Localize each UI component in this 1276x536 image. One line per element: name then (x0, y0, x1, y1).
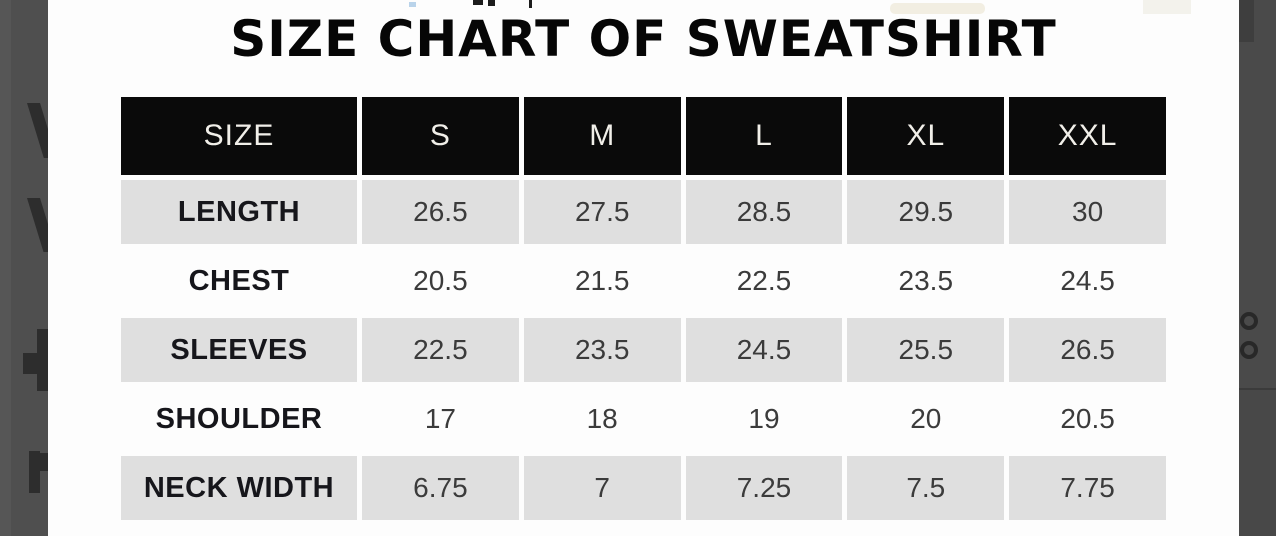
column-header-xl: XL (847, 97, 1005, 175)
cropped-image-remnant (890, 3, 985, 14)
page-backdrop-right (1239, 0, 1276, 536)
cropped-image-remnant (1143, 0, 1191, 14)
obscured-letter-fragment (27, 103, 48, 158)
cropped-image-remnant (473, 0, 483, 5)
column-header-s: S (362, 97, 519, 175)
page-backdrop-left (0, 0, 48, 536)
row-label-sleeves: SLEEVES (121, 318, 357, 382)
table-cell: 25.5 (847, 318, 1005, 382)
backdrop-lower-section (1239, 390, 1276, 536)
table-cell: 22.5 (362, 318, 519, 382)
column-header-size: SIZE (121, 97, 357, 175)
obscured-ring-glyph (1240, 341, 1258, 359)
table-cell: 26.5 (362, 180, 519, 244)
column-header-l: L (685, 97, 843, 175)
table-cell: 21.5 (574, 265, 630, 296)
size-chart-table: SIZE S M L XL XXL LENGTH 26.5 27.5 28.5 … (121, 97, 1166, 520)
table-cell: 7 (523, 456, 681, 520)
table-cell: 20.5 (413, 265, 468, 296)
table-cell: 24.5 (685, 318, 843, 382)
row-label-length: LENGTH (121, 180, 357, 244)
obscured-letter-fragment (27, 198, 48, 252)
row-label-shoulder: SHOULDER (155, 402, 323, 435)
table-cell: 18 (586, 403, 618, 434)
table-cell: 7.25 (685, 456, 843, 520)
size-chart-image[interactable]: SIZE CHART OF SWEATSHIRT SIZE S M L XL X… (48, 0, 1239, 536)
row-label-chest: CHEST (188, 264, 290, 297)
table-cell: 29.5 (847, 180, 1005, 244)
table-cell: 27.5 (523, 180, 681, 244)
obscured-letter-fragment (40, 453, 48, 471)
table-cell: 23.5 (898, 265, 954, 296)
table-cell: 6.75 (362, 456, 519, 520)
table-cell: 28.5 (685, 180, 843, 244)
table-cell: 19 (748, 403, 780, 434)
cropped-image-remnant (409, 2, 416, 7)
cropped-image-remnant (488, 0, 495, 6)
obscured-letter-fragment (29, 451, 40, 493)
size-chart-title: SIZE CHART OF SWEATSHIRT (230, 10, 1057, 68)
obscured-letter-fragment (23, 353, 48, 374)
table-cell: 22.5 (736, 265, 792, 296)
cropped-image-remnant (529, 0, 532, 8)
table-cell: 26.5 (1009, 318, 1166, 382)
table-cell: 30 (1009, 180, 1166, 244)
obscured-ring-glyph (1240, 312, 1258, 330)
table-cell: 24.5 (1060, 265, 1115, 296)
column-header-xxl: XXL (1009, 97, 1166, 175)
table-cell: 7.75 (1009, 456, 1166, 520)
table-cell: 20 (910, 403, 942, 434)
table-cell: 7.5 (847, 456, 1005, 520)
backdrop-dark-patch (1239, 0, 1254, 42)
table-cell: 17 (424, 403, 456, 434)
table-cell: 23.5 (523, 318, 681, 382)
backdrop-divider-line (1239, 388, 1276, 390)
column-header-m: M (523, 97, 681, 175)
row-label-neck-width: NECK WIDTH (121, 456, 357, 520)
table-cell: 20.5 (1060, 403, 1115, 434)
backdrop-edge-highlight (0, 0, 11, 536)
